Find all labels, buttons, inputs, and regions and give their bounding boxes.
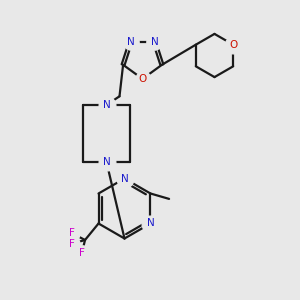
Text: N: N (151, 37, 158, 47)
Text: F: F (79, 248, 85, 258)
Text: N: N (103, 100, 110, 110)
Text: O: O (229, 40, 237, 50)
Text: F: F (70, 228, 75, 239)
Text: N: N (127, 37, 134, 47)
Text: N: N (147, 218, 154, 229)
Text: F: F (70, 238, 75, 249)
Text: N: N (121, 173, 128, 184)
Text: O: O (138, 74, 147, 84)
Text: N: N (103, 157, 110, 167)
